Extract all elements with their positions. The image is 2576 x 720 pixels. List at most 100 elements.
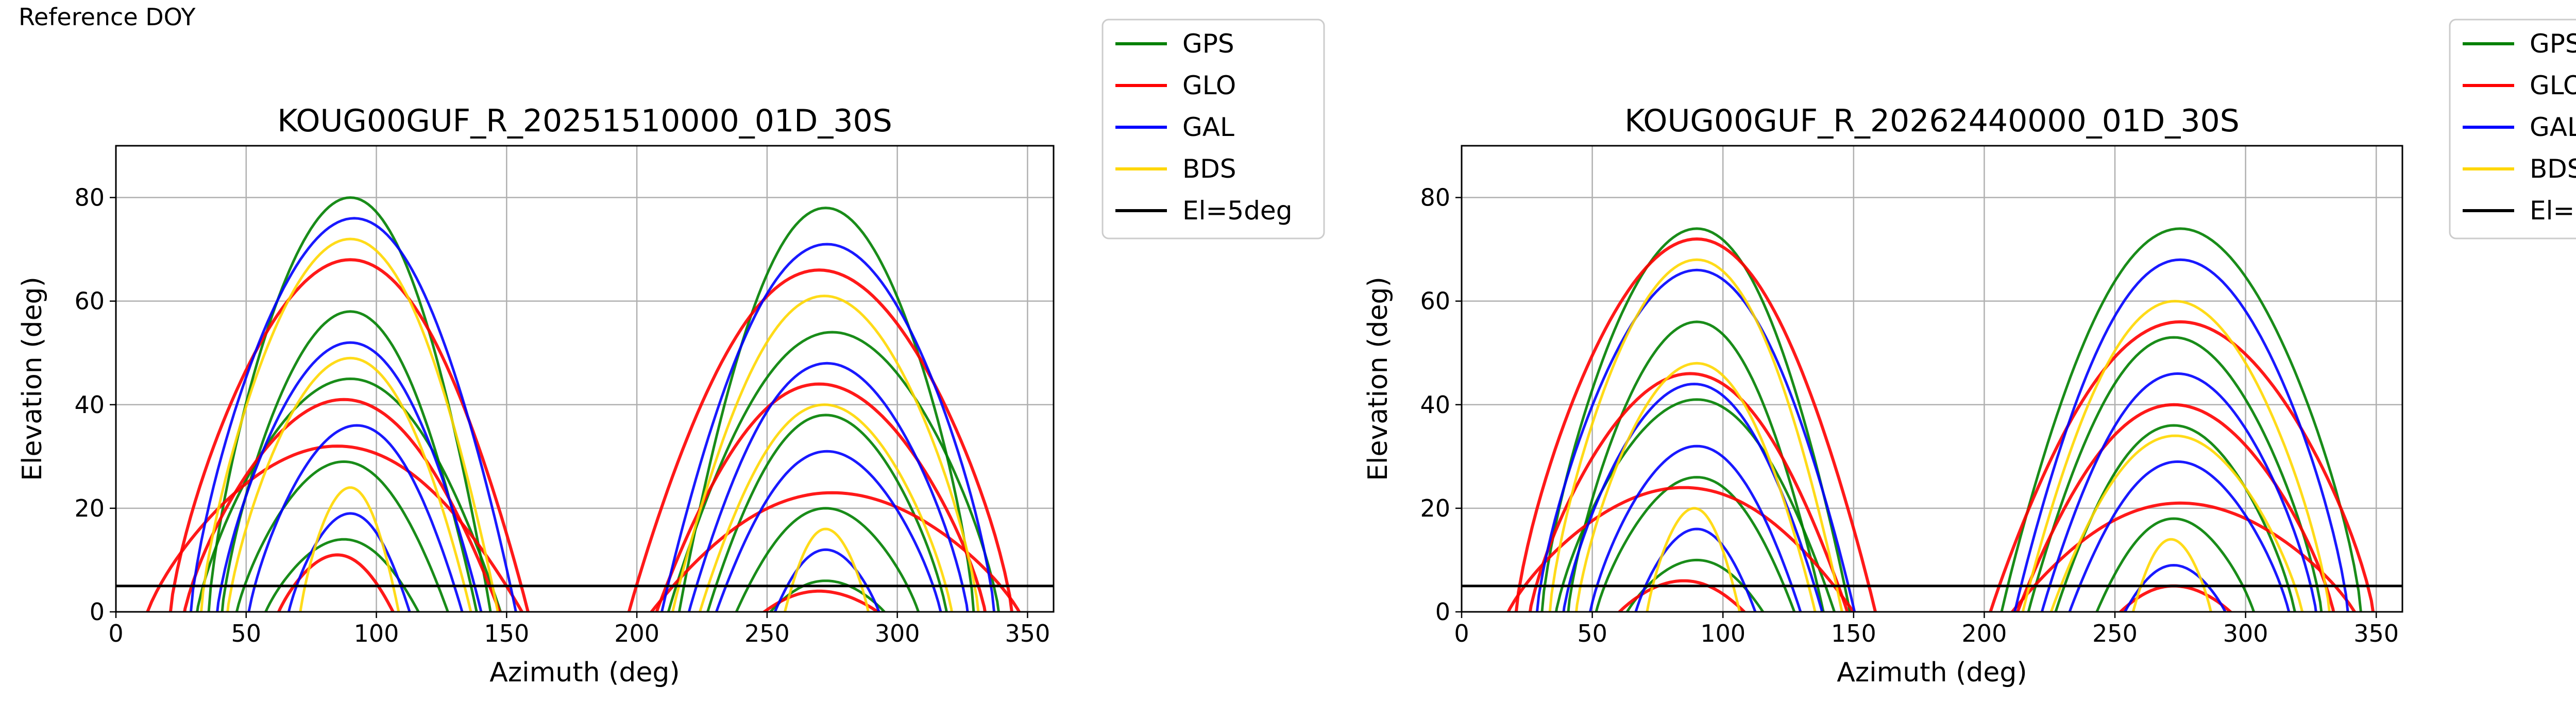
y-tick-label: 40 [1420,391,1450,419]
y-tick-label: 20 [1420,494,1450,522]
track-gps [706,414,948,612]
y-tick-label: 20 [74,494,105,522]
track-gps [667,331,1000,612]
x-tick-label: 350 [1005,620,1050,647]
y-tick-label: 80 [74,184,105,212]
track-gps [677,207,975,612]
chart-title: KOUG00GUF_R_20251510000_01D_30S [277,103,892,139]
x-tick-label: 100 [1700,620,1745,647]
legend-label: GAL [2530,112,2576,142]
track-gps [196,377,502,612]
track-glo [627,268,1013,612]
axes-frame [1461,145,2403,613]
track-bds [2021,300,2331,612]
legend-box [1101,19,1325,239]
track-gps [235,460,449,612]
track-bds [1575,362,1817,612]
track-gps [2095,517,2256,612]
track-gal [687,362,969,612]
legend-label: GLO [2530,71,2576,100]
track-gal [1634,527,1757,612]
track-glo [2015,403,2335,612]
track-bds [1646,507,1741,612]
track-bds [698,403,953,612]
track-gps [2000,227,2362,612]
track-gal [2068,460,2291,612]
track-glo [1989,320,2375,612]
track-gps [735,507,920,612]
track-bds [2049,434,2304,612]
legend-label: GPS [1182,29,1234,59]
x-tick-label: 300 [2223,620,2268,647]
track-gal [2013,258,2349,612]
x-tick-label: 200 [614,620,659,647]
track-bds [2131,538,2212,612]
track-gal [1535,268,1856,612]
x-axis-label: Azimuth (deg) [1837,657,2027,688]
track-gal [715,450,942,612]
track-glo [1514,237,1877,612]
x-tick-label: 150 [1831,620,1876,647]
x-tick-label: 50 [1577,620,1607,647]
x-tick-label: 150 [484,620,529,647]
legend-label: El=5deg [1182,196,1292,226]
legend-box [2449,19,2576,239]
track-gal [189,217,517,612]
chart-panel-right: KOUG00GUF_R_20262440000_01D_30S 0 50 100 150… [1363,19,2576,688]
y-axis-label: Elevation (deg) [17,277,48,481]
track-gal [660,243,996,612]
axes-frame [115,145,1055,613]
figure-title: Reference DOY [19,3,196,31]
track-glo [145,444,524,612]
track-glo [1506,486,1856,612]
track-gps [1595,476,1796,612]
legend-label: GAL [1182,112,1234,142]
y-axis-label: Elevation (deg) [1363,277,1394,481]
satellite-tracks [1506,227,2375,612]
legend-label: GPS [2530,29,2576,59]
track-gps [1540,227,1852,612]
track-gal [287,512,411,612]
track-bds [671,295,980,612]
track-gps [207,196,492,612]
y-tick-label: 80 [1420,184,1450,212]
track-bds [200,237,499,612]
y-tick-label: 60 [74,287,105,315]
legend-label: GLO [1182,71,1236,100]
legend-label: BDS [2530,154,2576,184]
track-gal [1588,444,1802,612]
x-tick-label: 200 [1962,620,2007,647]
x-axis-label: Azimuth (deg) [489,657,680,688]
x-tick-label: 0 [1454,620,1469,647]
track-glo [2010,501,2357,612]
y-tick-label: 60 [1420,287,1450,315]
track-gal [2123,563,2227,612]
track-glo [655,382,987,612]
x-tick-label: 50 [231,620,262,647]
x-tick-label: 300 [875,620,920,647]
track-glo [649,491,1021,612]
track-gps [2027,336,2323,612]
satellite-tracks [145,196,1021,612]
y-tick-label: 0 [1435,598,1450,626]
track-bds [783,527,870,612]
x-tick-label: 250 [744,620,790,647]
track-glo [761,589,880,612]
x-tick-label: 100 [354,620,399,647]
track-glo [1528,372,1849,612]
track-bds [1548,258,1843,612]
x-tick-label: 0 [108,620,123,647]
track-gal [216,341,483,612]
track-bds [226,356,472,612]
track-glo [1617,579,1747,612]
legend-label: El=5deg [2530,196,2576,226]
x-tick-label: 350 [2353,620,2399,647]
track-gal [247,424,464,612]
chart-title: KOUG00GUF_R_20262440000_01D_30S [1624,103,2240,139]
track-bds [299,486,400,612]
track-gal [2040,372,2317,612]
chart-panel-left: KOUG00GUF_R_20251510000_01D_30S 0 50 100 150… [17,19,1325,688]
y-tick-label: 40 [74,391,105,419]
x-tick-label: 250 [2092,620,2138,647]
